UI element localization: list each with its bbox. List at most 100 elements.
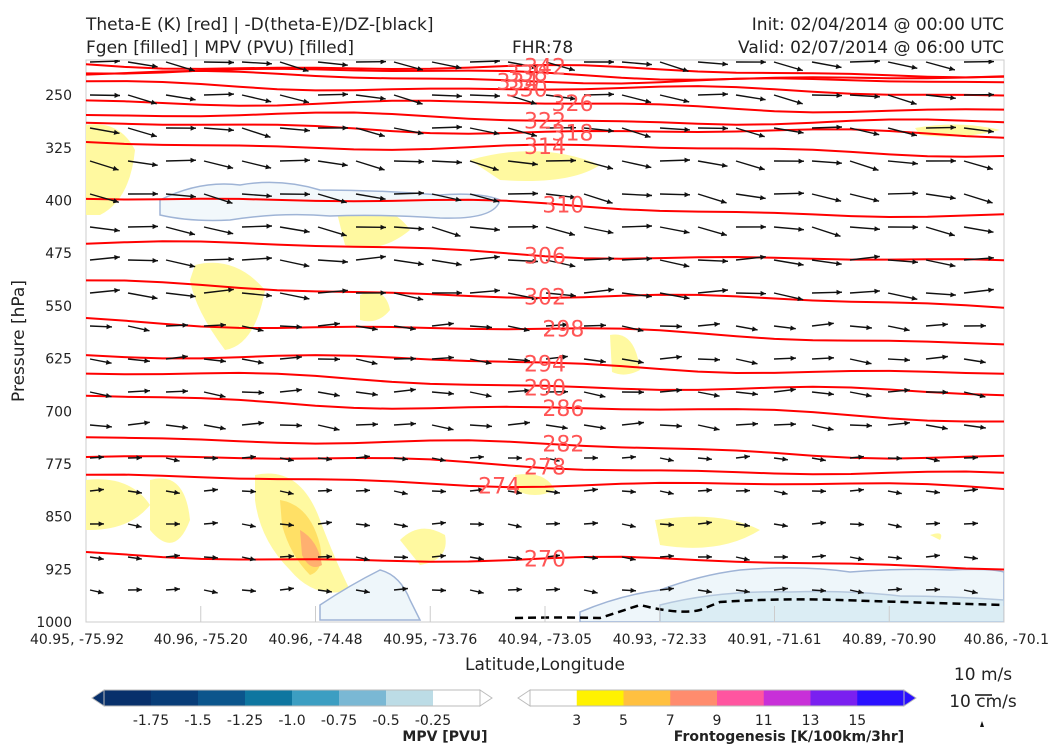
wind-vector-head: [151, 63, 158, 69]
theta-e-label: 322: [524, 109, 566, 134]
x-tick-label: 40.93, -72.33: [613, 632, 707, 648]
theta-e-label: 294: [524, 352, 566, 377]
wind-vector-head: [971, 589, 978, 595]
wind-vector-head: [645, 163, 652, 169]
wind-vector-head: [144, 388, 150, 394]
wind-vector-head: [607, 229, 614, 235]
wind-vector-head: [751, 360, 758, 366]
wind-vector-head: [949, 66, 955, 71]
wind-vector-head: [530, 100, 537, 105]
wind-vector-head: [949, 262, 956, 268]
colorbar-tick-label: 7: [666, 713, 675, 729]
wind-vector-head: [720, 231, 727, 237]
theta-e-line: [86, 197, 1004, 219]
theta-e-label: 270: [524, 548, 566, 573]
wind-vector-head: [722, 91, 728, 97]
wind-vector-head: [220, 322, 226, 328]
wind-vector-head: [744, 454, 750, 460]
wind-vector-head: [798, 226, 804, 232]
wind-vector-head: [364, 488, 370, 494]
wind-vector-head: [174, 586, 180, 592]
wind-vector-head: [113, 129, 120, 135]
wind-vector-head: [744, 588, 750, 594]
wind-vector-head: [760, 290, 766, 297]
wind-vector-head: [144, 420, 150, 426]
x-tick-label: 40.96, -74.48: [268, 632, 362, 648]
wind-vector-head: [874, 254, 880, 260]
colorbar-extend-right: [903, 689, 917, 707]
wind-vector-head: [706, 554, 712, 560]
theta-e-label: 302: [524, 286, 566, 311]
wind-vector-head: [820, 488, 826, 494]
wind-vector-head: [379, 195, 386, 201]
wind-vector-head: [456, 159, 462, 165]
wind-vector-head: [98, 521, 104, 527]
wind-vector-head: [288, 522, 294, 528]
wind-vector-head: [326, 554, 332, 560]
wind-vector-head: [599, 393, 606, 399]
wind-vector-head: [987, 228, 994, 234]
wind-vector-head: [912, 160, 918, 166]
wind-vector-head: [630, 489, 636, 495]
wind-vector-head: [646, 256, 652, 262]
wind-vector-head: [912, 190, 918, 196]
colorbar-extend-left: [91, 689, 105, 707]
wind-vector-head: [516, 555, 522, 561]
wind-vector-head: [340, 231, 347, 237]
wind-vector-head: [440, 520, 446, 526]
wind-vector-head: [402, 586, 408, 592]
colorbar-tick-label: -1.0: [278, 713, 305, 729]
wind-vector-head: [219, 425, 226, 431]
wind-vector-head: [896, 586, 902, 592]
wind-vector-head: [326, 588, 332, 594]
wind-vector-head: [752, 391, 758, 397]
wind-vector-head: [410, 356, 416, 362]
wind-vector-head: [266, 292, 272, 298]
wind-vector-head: [326, 520, 332, 526]
wind-vector-head: [174, 489, 180, 495]
wind-vector-head: [942, 389, 948, 395]
wind-vector-head: [941, 425, 948, 431]
wind-vector-head: [136, 555, 142, 561]
wind-vector-head: [796, 99, 803, 105]
theta-e-line: [86, 371, 1004, 397]
wind-vector-head: [257, 359, 264, 365]
wind-vector-head: [820, 588, 826, 594]
theta-e-line: [86, 99, 1004, 114]
x-tick-label: 40.86, -70.1: [964, 632, 1049, 648]
wind-vector-head: [608, 287, 614, 293]
wind-vector-head: [494, 226, 500, 232]
wind-vector-head: [630, 454, 636, 460]
wind-vector-head: [114, 60, 120, 64]
wind-vector-head: [569, 262, 576, 268]
wind-vector-head: [751, 326, 758, 332]
theta-e-label: 330: [506, 78, 548, 103]
wind-vector-head: [211, 589, 218, 595]
wind-vector-head: [258, 420, 264, 426]
wind-vector-head: [676, 387, 682, 393]
colorbar-segment: [151, 690, 199, 706]
wind-vector-head: [135, 523, 142, 529]
colorbar-segment: [386, 690, 434, 706]
wind-vector-head: [646, 61, 652, 67]
wind-vector-head: [911, 131, 917, 137]
wind-vector-head: [288, 457, 294, 463]
wind-vector-head: [220, 358, 226, 364]
wind-vector-head: [979, 393, 986, 399]
wind-vector-head: [895, 523, 902, 529]
wind-vector-head: [190, 157, 196, 163]
wind-vector-head: [493, 130, 500, 136]
x-tick-label: 40.95, -73.76: [383, 632, 477, 648]
wind-vector-head: [743, 556, 750, 562]
colorbar-segment: [198, 690, 246, 706]
wind-vector-head: [144, 358, 150, 364]
colorbar-segment: [433, 690, 481, 706]
wind-vector-head: [264, 133, 271, 138]
wind-vector-head: [440, 488, 446, 494]
wind-vector-head: [524, 420, 530, 426]
wind-vector-head: [150, 132, 157, 138]
wind-vector-head: [836, 124, 842, 130]
wind-vector-head: [304, 157, 310, 163]
wind-vector-head: [904, 387, 910, 393]
wind-vector-head: [296, 324, 302, 330]
